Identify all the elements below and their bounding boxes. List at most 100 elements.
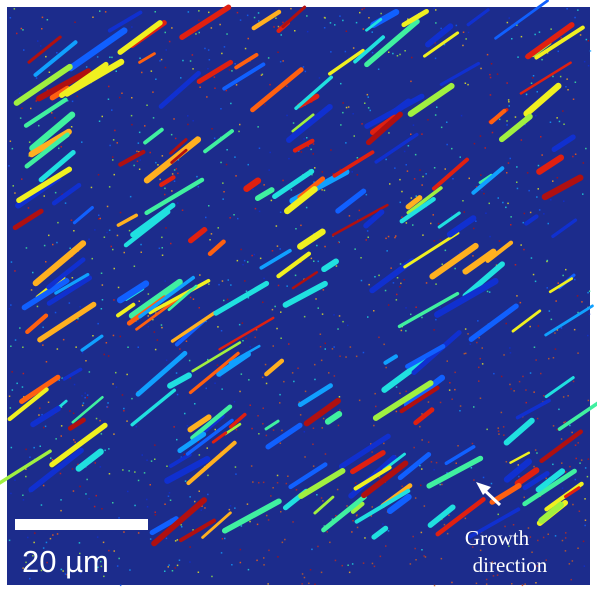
grain (29, 111, 76, 152)
speckle (540, 136, 542, 138)
speckle (304, 390, 307, 393)
speckle (401, 485, 403, 488)
speckle (457, 445, 459, 447)
speckle (131, 123, 133, 126)
grain (37, 301, 97, 343)
speckle (507, 202, 509, 205)
speckle (297, 367, 299, 369)
speckle (485, 578, 488, 581)
speckle (254, 207, 257, 210)
speckle (525, 401, 527, 404)
speckle (44, 425, 47, 428)
speckle (234, 63, 236, 65)
speckle (258, 210, 261, 213)
speckle (554, 535, 557, 537)
grain (185, 418, 234, 456)
speckle (371, 31, 373, 33)
speckle (300, 224, 302, 227)
speckle (400, 329, 403, 332)
speckle (467, 333, 469, 335)
speckle (256, 559, 258, 562)
speckle (321, 171, 324, 173)
speckle (72, 490, 75, 492)
speckle (70, 126, 73, 128)
speckle (181, 209, 184, 211)
speckle (95, 494, 97, 497)
speckle (410, 197, 413, 199)
speckle (333, 375, 336, 377)
speckle (324, 453, 327, 455)
speckle (250, 465, 253, 467)
speckle (584, 524, 586, 527)
speckle (390, 267, 392, 269)
speckle (241, 322, 244, 324)
speckle (62, 570, 64, 572)
speckle (96, 536, 99, 538)
speckle (401, 190, 403, 193)
speckle (464, 328, 467, 330)
speckle (165, 359, 168, 362)
speckle (346, 505, 348, 507)
speckle (316, 244, 318, 247)
speckle (175, 168, 178, 170)
speckle (496, 574, 499, 576)
speckle (517, 464, 519, 466)
speckle (164, 280, 166, 282)
speckle (101, 508, 103, 510)
speckle (218, 283, 220, 286)
speckle (536, 196, 538, 198)
grain (12, 208, 44, 231)
grain (539, 429, 583, 463)
grain (116, 302, 136, 318)
speckle (440, 27, 442, 30)
speckle (25, 561, 27, 564)
speckle (520, 35, 523, 38)
speckle (208, 59, 211, 61)
speckle (119, 335, 121, 338)
speckle (405, 164, 407, 166)
speckle (264, 363, 267, 366)
speckle (582, 162, 585, 164)
grain (536, 154, 565, 175)
speckle (459, 405, 462, 407)
speckle (206, 447, 208, 449)
speckle (119, 96, 121, 99)
speckle (546, 287, 548, 289)
speckle (242, 340, 244, 342)
speckle (421, 549, 423, 551)
speckle (427, 441, 430, 443)
speckle (450, 214, 453, 216)
speckle (572, 98, 575, 100)
speckle (362, 562, 365, 564)
speckle (153, 331, 156, 333)
speckle (530, 82, 533, 84)
speckle (328, 372, 330, 374)
speckle (538, 31, 541, 33)
speckle (420, 531, 423, 534)
grain (254, 187, 275, 202)
speckle (546, 260, 548, 263)
speckle (412, 535, 414, 538)
speckle (128, 470, 130, 472)
speckle (169, 499, 172, 501)
speckle (468, 177, 470, 180)
speckle (313, 260, 315, 262)
speckle (362, 28, 365, 30)
speckle (14, 479, 16, 481)
speckle (286, 85, 288, 87)
speckle (347, 324, 349, 327)
speckle (369, 109, 371, 112)
speckle (375, 405, 377, 408)
speckle (79, 306, 81, 308)
speckle (560, 37, 562, 39)
grain (298, 468, 346, 499)
grain (54, 272, 90, 295)
speckle (161, 254, 164, 256)
speckle (481, 189, 483, 192)
speckle (260, 74, 263, 76)
speckle (347, 106, 350, 108)
grain (75, 448, 104, 472)
speckle (247, 297, 250, 299)
speckle (51, 112, 53, 114)
